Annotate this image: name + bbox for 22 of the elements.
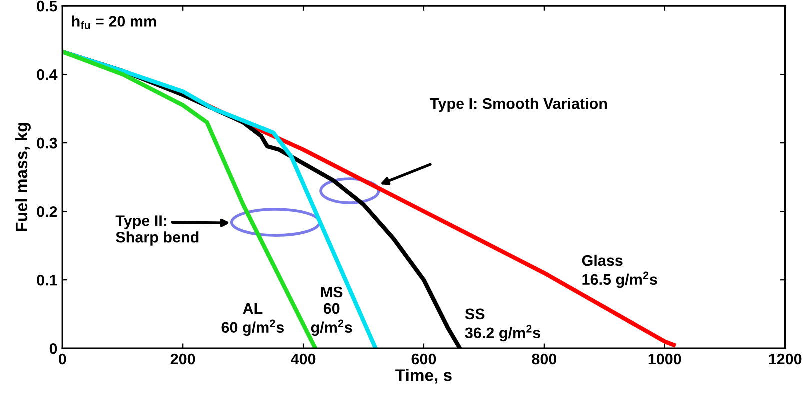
y-tick-label: 0.1: [37, 274, 58, 286]
y-tick-label: 0: [50, 343, 58, 354]
y-tick-label: 0.5: [37, 0, 58, 12]
annotation: Type II: Sharp bend: [116, 216, 199, 246]
x-axis-title: Time, s: [396, 369, 452, 384]
annotation: Type I: Smooth Variation: [430, 98, 608, 112]
annotation: Glass 16.5 g/m$^{2}$s: [582, 254, 658, 288]
x-tick-label: 0: [58, 354, 66, 365]
y-tick-label: 0.3: [37, 138, 58, 149]
y-axis-title: Fuel mass, kg: [15, 123, 31, 232]
x-tick-label: 400: [291, 354, 316, 365]
x-tick-label: 200: [170, 354, 196, 365]
y-tick-label: 0.2: [37, 206, 58, 218]
x-tick-label: 800: [532, 354, 557, 365]
annotation: h$_{fu}$ = 20 mm: [72, 16, 156, 30]
annotation: AL 60 g/m$^{2}$s: [222, 303, 284, 336]
annotation: SS 36.2 g/m$^{2}$s: [465, 308, 540, 342]
x-tick-label: 1200: [769, 354, 802, 365]
annotation: MS 60 g/m$^{2}$s: [311, 286, 352, 336]
x-tick-label: 600: [412, 354, 436, 365]
y-tick-label: 0.4: [37, 69, 58, 80]
x-tick-label: 1000: [648, 354, 682, 365]
